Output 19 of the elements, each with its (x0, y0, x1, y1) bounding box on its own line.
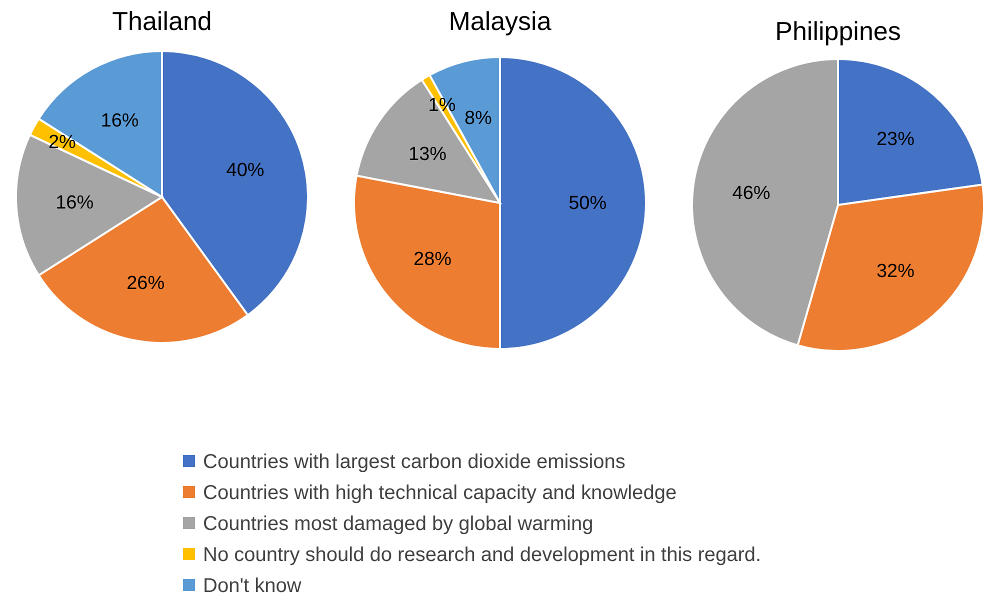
legend-label: Countries with high technical capacity and knowledge (203, 482, 677, 504)
data-label: 46% (732, 182, 770, 204)
data-label: 50% (568, 193, 607, 214)
data-label: 23% (876, 128, 915, 150)
legend-label: No country should do research and development in this regard. (203, 544, 762, 566)
data-label: 13% (408, 144, 447, 165)
data-label: 26% (126, 273, 165, 294)
data-label: 8% (464, 108, 492, 130)
data-label: 32% (876, 261, 915, 282)
chart-title: Philippines (775, 16, 901, 46)
data-label: 40% (226, 160, 264, 181)
legend-label: Countries most damaged by global warming (203, 513, 594, 535)
data-label: 16% (56, 192, 94, 214)
data-label: 28% (413, 248, 452, 270)
legend-label: Countries with largest carbon dioxide emissions (203, 451, 626, 473)
legend-label: Don't know (203, 575, 302, 597)
chart-title: Thailand (112, 6, 212, 36)
chart-title: Malaysia (448, 6, 552, 36)
data-label: 16% (100, 110, 139, 132)
